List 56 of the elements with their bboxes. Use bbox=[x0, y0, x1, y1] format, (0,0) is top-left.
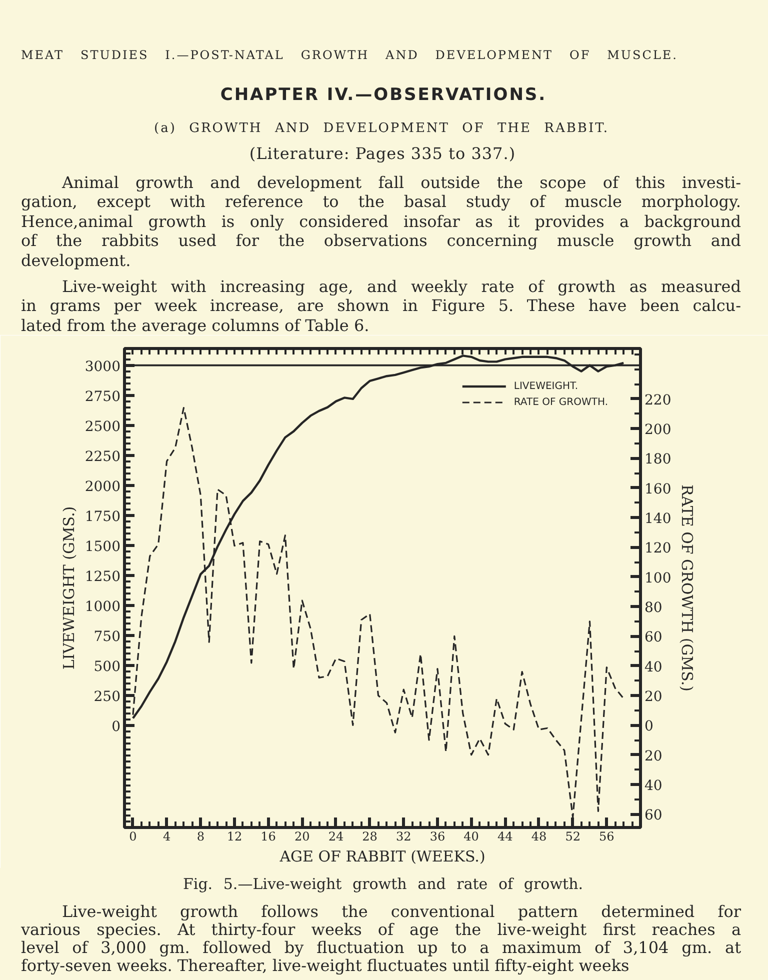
y2-tick-label: 40 bbox=[644, 778, 662, 794]
y-tick-label: 0 bbox=[112, 718, 121, 735]
y2-tick-label: 20 bbox=[644, 748, 662, 764]
x-tick-label: 52 bbox=[565, 830, 580, 844]
legend-label: LIVEWEIGHT. bbox=[514, 380, 578, 392]
text: Fig. 5.—Live-weight growth and rate of growth. bbox=[183, 874, 583, 894]
y2-tick-label: 60 bbox=[644, 630, 662, 646]
text: (Literature: Pages 335 to 337.) bbox=[248, 144, 517, 164]
text: Animal growth and development fall outside the scope of this investi- gation, except with reference to the basal study of muscle morphology. Hence,animal growth is only considered insofar as it provides a background of the rabbits used for the observations concerning muscle growth and development. bbox=[21, 172, 741, 270]
y2-axis-title: RATE OF GROWTH (GMS.) bbox=[678, 484, 696, 692]
y2-tick-label: 200 bbox=[644, 422, 672, 438]
x-tick-label: 44 bbox=[498, 830, 514, 844]
x-tick-label: 12 bbox=[226, 830, 242, 844]
legend-label: RATE OF GROWTH. bbox=[514, 396, 608, 408]
text: (a) GROWTH AND DEVELOPMENT OF THE RABBIT. bbox=[154, 121, 609, 137]
x-tick-label: 28 bbox=[362, 830, 378, 844]
x-tick-label: 32 bbox=[396, 830, 412, 844]
y2-tick-label: 100 bbox=[644, 570, 672, 586]
x-tick-label: 20 bbox=[294, 830, 310, 844]
y-tick-label: 3000 bbox=[84, 358, 121, 375]
y2-tick-label: 120 bbox=[644, 540, 672, 557]
y-tick-label: 500 bbox=[94, 658, 121, 675]
text: MEAT STUDIES I.—POST-NATAL GROWTH AND DEVELOPMENT OF MUSCLE. bbox=[21, 48, 678, 62]
y2-tick-label: 220 bbox=[644, 392, 672, 408]
y-tick-label: 1000 bbox=[84, 598, 121, 615]
text: CHAPTER IV.—OBSERVATIONS. bbox=[219, 84, 548, 106]
y-axis-title: LIVEWEIGHT (GMS.) bbox=[60, 506, 78, 670]
x-tick-label: 8 bbox=[196, 830, 204, 844]
y-tick-label: 250 bbox=[94, 688, 121, 705]
y2-tick-label: 160 bbox=[644, 481, 672, 498]
y-tick-label: 1250 bbox=[84, 568, 121, 585]
y-tick-label: 2500 bbox=[84, 418, 121, 435]
x-tick-label: 4 bbox=[162, 830, 171, 844]
x-tick-label: 36 bbox=[430, 830, 446, 844]
y-tick-label: 1750 bbox=[84, 508, 121, 525]
y-tick-label: 2000 bbox=[84, 478, 121, 495]
x-tick-label: 56 bbox=[599, 830, 614, 844]
y2-tick-label: 180 bbox=[644, 452, 672, 468]
y-tick-label: 750 bbox=[94, 628, 121, 645]
x-tick-label: 24 bbox=[328, 830, 344, 844]
y2-tick-label: 60 bbox=[644, 808, 662, 824]
y2-tick-label: 40 bbox=[644, 659, 662, 676]
text: Live-weight growth follows the conventional pattern determined for various species. At thirty-four weeks of age the live-weight first reaches a level of 3,000 gm. followed by fluctuation up to a maximum of 3,104 gm. at forty-seven weeks. Thereafter, live-weight fluctuates until fifty-eight weeks bbox=[21, 902, 741, 976]
y2-tick-label: 80 bbox=[644, 600, 662, 616]
y-tick-label: 1500 bbox=[84, 538, 121, 555]
y-tick-label: 2250 bbox=[84, 448, 121, 465]
x-tick-label: 48 bbox=[531, 830, 547, 844]
x-tick-label: 16 bbox=[260, 830, 276, 844]
x-tick-label: 0 bbox=[129, 830, 137, 844]
y2-tick-label: 140 bbox=[644, 511, 672, 528]
text: Live-weight with increasing age, and weekly rate of growth as measured in grams per week increase, are shown in Figure 5. These have been calcu- lated from the average columns of Table 6. bbox=[21, 276, 741, 336]
y2-tick-label: 20 bbox=[644, 689, 662, 706]
y-tick-label: 2750 bbox=[84, 388, 121, 405]
x-tick-label: 40 bbox=[464, 830, 479, 844]
x-axis-title: AGE OF RABBIT (WEEKS.) bbox=[278, 848, 486, 866]
y2-tick-label: 0 bbox=[644, 718, 654, 735]
